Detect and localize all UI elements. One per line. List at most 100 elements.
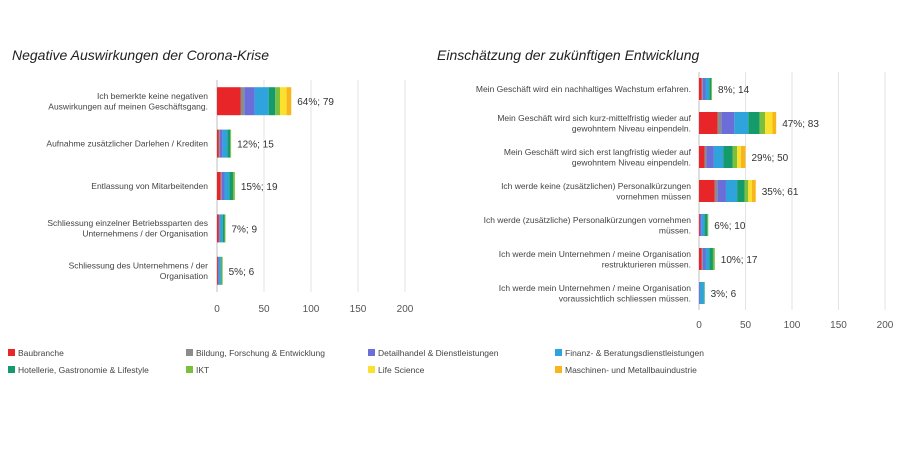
bar-segment: [752, 180, 756, 202]
bar-segment: [704, 146, 707, 168]
legend-item: Bildung, Forschung & Entwicklung: [196, 348, 325, 358]
bar-segment: [244, 87, 255, 116]
bar-segment: [217, 256, 219, 285]
data-label: 6%; 10: [714, 221, 746, 232]
x-tick-label: 50: [740, 320, 752, 331]
bar-segment: [772, 112, 777, 134]
data-label: 64%; 79: [297, 97, 334, 108]
legend-item: Baubranche: [18, 348, 64, 358]
category-label: gewohntem Niveau einpendeln.: [572, 157, 691, 167]
bar-segment: [709, 78, 712, 100]
x-tick-label: 100: [303, 304, 320, 315]
bar-segment: [714, 180, 718, 202]
chart-title: Negative Auswirkungen der Corona-Krise: [12, 47, 269, 63]
bar-segment: [702, 78, 706, 100]
legend-item: Hotellerie, Gastronomie & Lifestyle: [18, 365, 149, 375]
bar-segment: [699, 282, 700, 304]
category-label: Ich werde (zusätzliche) Personalkürzunge…: [484, 215, 692, 225]
bar-segment: [707, 214, 709, 236]
category-label: Aufnahme zusätzlicher Darlehen / Kredite…: [46, 139, 208, 149]
bar-segment: [699, 146, 705, 168]
bar-segment: [737, 180, 745, 202]
bar-segment: [217, 214, 219, 243]
legend-swatch: [555, 366, 562, 373]
bar-segment: [221, 256, 223, 285]
bar-segment: [217, 129, 219, 158]
bar-segment: [704, 214, 708, 236]
bar-segment: [721, 112, 735, 134]
bar-segment: [711, 78, 713, 100]
category-label: Ich bemerkte keine negativen: [97, 91, 208, 101]
bar-segment: [748, 112, 760, 134]
bar-segment: [279, 87, 287, 116]
bar-segment: [699, 282, 704, 304]
bar-segment: [218, 256, 221, 285]
bar-segment: [702, 248, 706, 270]
category-label: Mein Geschäft wird sich kurz-mittelfrist…: [497, 113, 691, 123]
bar-segment: [723, 146, 733, 168]
category-label: vornehmen müssen: [616, 191, 691, 201]
legend-swatch: [186, 366, 193, 373]
data-label: 8%; 14: [718, 85, 750, 96]
legend-item: Maschinen- und Metallbauindustrie: [565, 365, 697, 375]
data-label: 35%; 61: [762, 187, 799, 198]
bar-segment: [286, 87, 292, 116]
bar-segment: [732, 146, 738, 168]
bar-segment: [219, 214, 223, 243]
category-label: Organisation: [160, 271, 208, 281]
legend-swatch: [8, 366, 15, 373]
legend-swatch: [368, 349, 375, 356]
bar-segment: [221, 172, 225, 200]
category-label: Unternehmens / der Organisation: [82, 229, 208, 239]
x-tick-label: 100: [784, 320, 801, 331]
category-label: Ich werde mein Unternehmen / meine Organ…: [499, 283, 692, 293]
bar-segment: [218, 129, 220, 158]
bar-segment: [765, 112, 773, 134]
data-label: 47%; 83: [782, 119, 819, 130]
bar-segment: [709, 248, 713, 270]
category-label: Mein Geschäft wird ein nachhaltiges Wach…: [476, 84, 691, 94]
category-label: müssen.: [659, 225, 691, 235]
bar-segment: [703, 282, 705, 304]
chart-negative-impacts: Negative Auswirkungen der Corona-Krise 0…: [12, 47, 414, 315]
bar-segment: [734, 112, 749, 134]
data-label: 3%; 6: [711, 289, 737, 300]
legend-swatch: [186, 349, 193, 356]
legend-item: Detailhandel & Dienstleistungen: [378, 348, 499, 358]
data-label: 12%; 15: [237, 140, 274, 151]
legend-item: Life Science: [378, 365, 425, 375]
bar-segment: [759, 112, 766, 134]
bar-segment: [748, 180, 753, 202]
x-tick-label: 50: [258, 304, 270, 315]
legend-swatch: [368, 366, 375, 373]
bar-segment: [725, 180, 738, 202]
bar-segment: [220, 172, 222, 200]
bar-segment: [222, 129, 228, 158]
category-label: Ich werde mein Unternehmen / meine Organ…: [499, 249, 692, 259]
x-tick-label: 0: [696, 320, 702, 331]
bar-segment: [717, 112, 722, 134]
bar-segment: [220, 256, 222, 285]
legend-swatch: [555, 349, 562, 356]
category-label: Ich werde keine (zusätzlichen) Personalk…: [501, 181, 691, 191]
bar-segment: [713, 146, 724, 168]
x-tick-label: 200: [397, 304, 414, 315]
bar-segment: [224, 214, 226, 243]
category-label: Schliessung einzelner Betriebssparten de…: [47, 218, 208, 228]
data-label: 7%; 9: [231, 224, 257, 235]
bar-segment: [230, 129, 232, 158]
bar-segment: [705, 78, 710, 100]
bar-segment: [740, 146, 746, 168]
bar-segment: [744, 180, 749, 202]
bar-segment: [699, 78, 702, 100]
legend-swatch: [8, 349, 15, 356]
bar-segment: [229, 172, 233, 200]
bar-segment: [275, 87, 280, 116]
chart-title: Einschätzung der zukünftigen Entwicklung: [437, 47, 699, 63]
x-tick-label: 0: [214, 304, 220, 315]
bar-segment: [699, 248, 702, 270]
chart-future-outlook: Einschätzung der zukünftigen Entwicklung…: [437, 47, 894, 331]
bar-segment: [217, 256, 218, 285]
data-label: 10%; 17: [721, 255, 758, 266]
